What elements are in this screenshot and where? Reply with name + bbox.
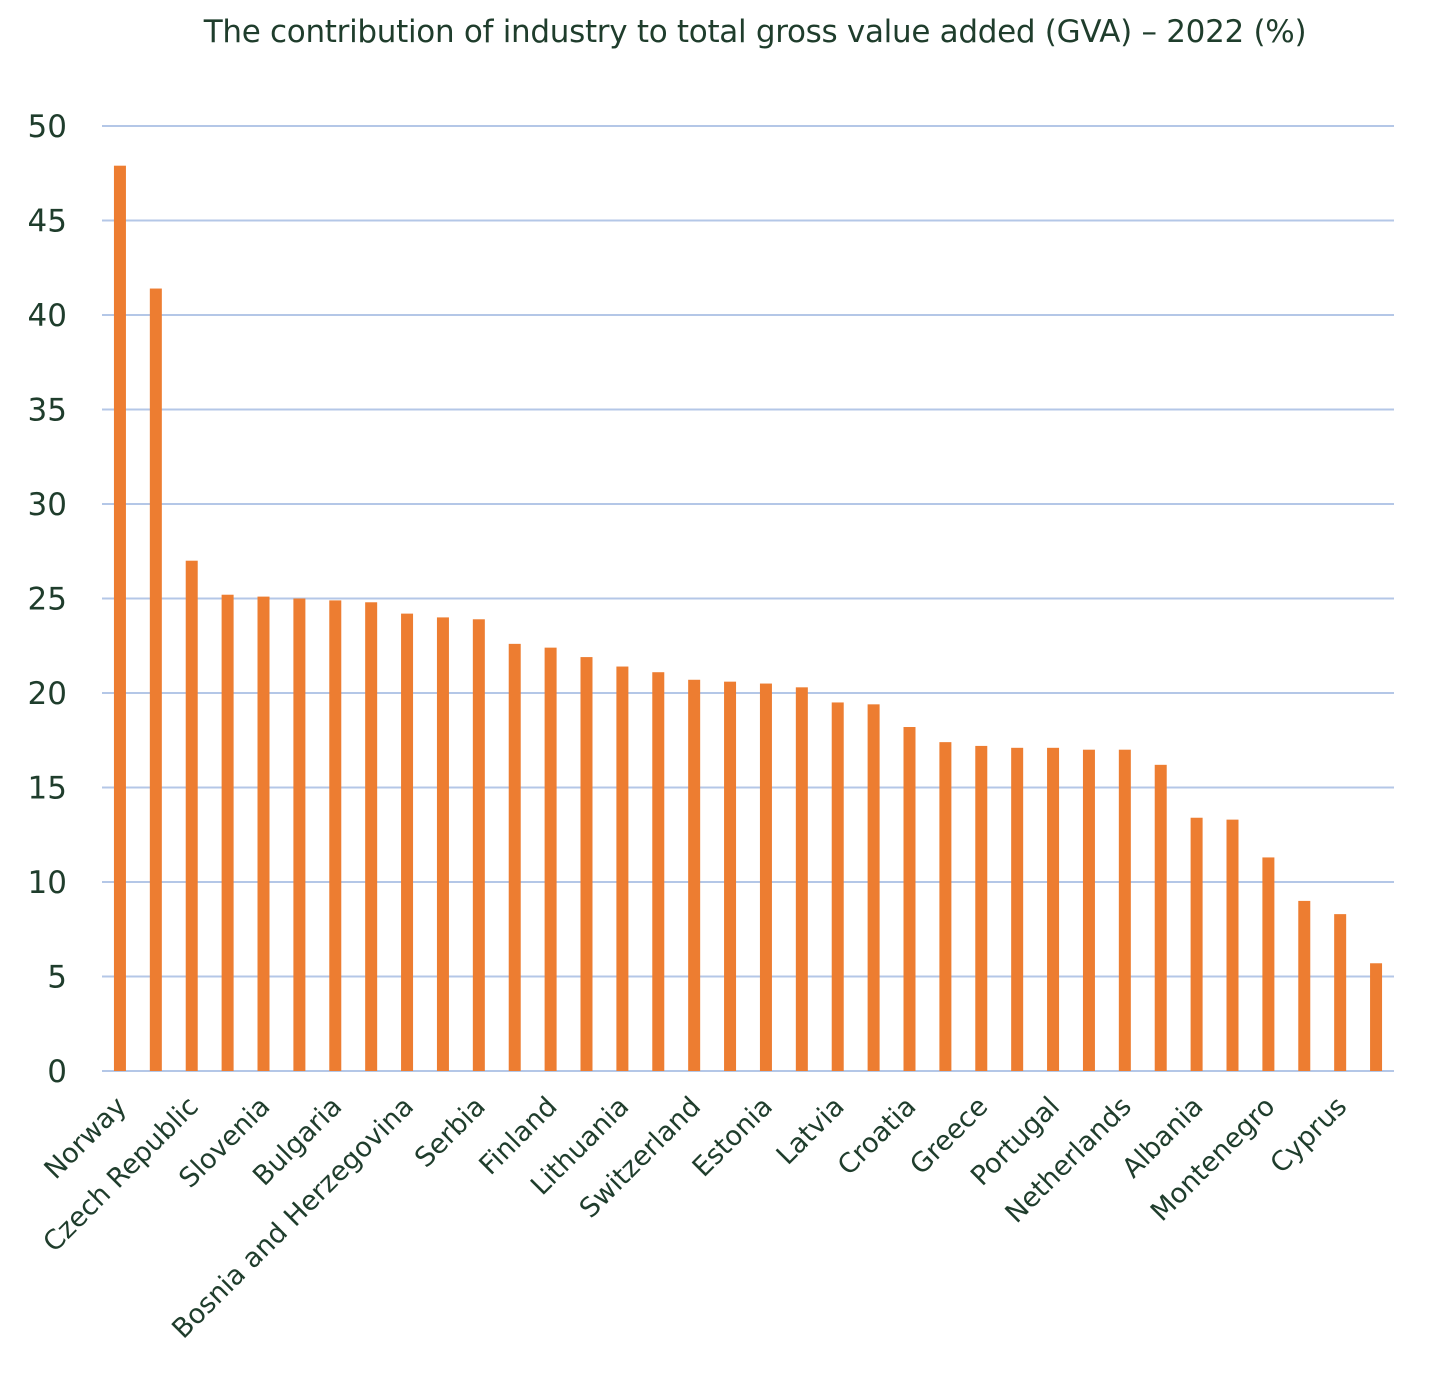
y-tick-label: 25 [28,582,67,618]
bar [652,672,665,1071]
bar [365,602,378,1071]
bar [149,288,162,1071]
x-tick-label: Netherlands [999,1091,1137,1229]
y-tick-label: 45 [28,204,67,240]
bar [939,742,952,1071]
y-tick-label: 0 [47,1054,67,1090]
bar [867,704,880,1071]
bar [544,647,557,1071]
bar [1047,747,1060,1071]
x-tick-label: Montenegro [1145,1091,1281,1227]
bar [185,560,198,1071]
bar [113,165,126,1071]
bar [1262,857,1275,1071]
x-tick-label: Cyprus [1265,1091,1354,1180]
bar [688,679,701,1071]
y-tick-label: 35 [28,393,67,429]
bar [1298,900,1311,1071]
bar [903,727,916,1071]
bar [616,666,629,1071]
bar [472,619,485,1071]
y-tick-label: 10 [28,865,67,901]
y-tick-label: 50 [28,109,67,145]
bars [113,165,1383,1071]
bar [436,617,449,1071]
x-tick-label: Croatia [832,1091,923,1182]
bar [1334,914,1347,1071]
chart-title: The contribution of industry to total gr… [203,14,1307,50]
bar [401,613,414,1071]
gridlines [102,125,1394,1072]
bar [1226,819,1239,1071]
y-axis-ticks: 0 5 10 15 20 25 30 35 40 45 50 [28,109,67,1090]
bar [1370,963,1383,1071]
y-tick-label: 20 [28,676,67,712]
bar [1190,817,1203,1071]
bar [975,745,988,1071]
bar [1154,764,1167,1071]
y-tick-label: 40 [28,298,67,334]
x-tick-label: Estonia [687,1091,779,1183]
y-tick-label: 30 [28,487,67,523]
bar [831,702,844,1071]
bar [329,600,342,1071]
bar [1082,749,1095,1071]
bar [508,643,521,1071]
bar [1011,747,1024,1071]
bar [221,594,234,1071]
bar [724,681,737,1071]
bar [795,687,808,1071]
bar [257,596,270,1071]
bar [293,598,306,1071]
bar [759,683,772,1071]
bar [1118,749,1131,1071]
bar [580,657,593,1071]
y-tick-label: 5 [47,960,67,996]
y-tick-label: 15 [28,771,67,807]
